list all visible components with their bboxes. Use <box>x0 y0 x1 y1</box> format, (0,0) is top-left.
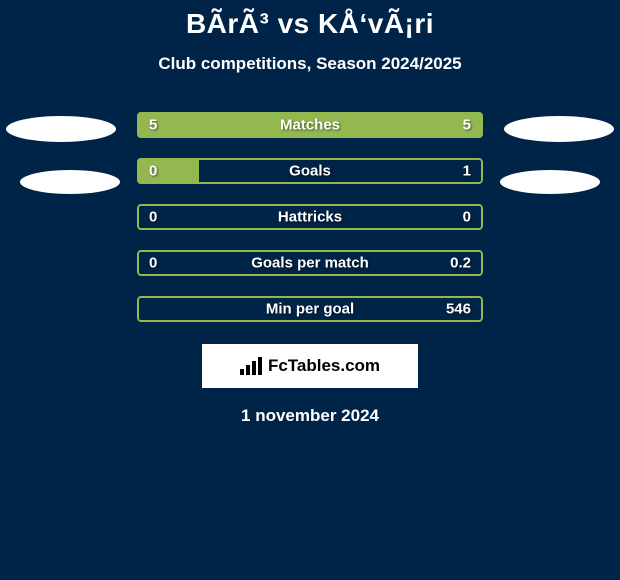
bar-value-left: 0 <box>149 209 157 226</box>
bar-label: Goals <box>289 163 331 180</box>
footer-date: 1 november 2024 <box>0 406 620 426</box>
bar-value-right: 0.2 <box>450 255 471 272</box>
brand-chart-icon <box>240 357 262 375</box>
bar-label: Min per goal <box>266 301 354 318</box>
bar-label: Goals per match <box>251 255 369 272</box>
bar-label: Hattricks <box>278 209 342 226</box>
bar-hattricks: 0 Hattricks 0 <box>137 204 483 230</box>
bar-value-left: 0 <box>149 163 157 180</box>
brand-text: FcTables.com <box>268 356 380 376</box>
bar-value-left: 5 <box>149 117 157 134</box>
player-a-shape-2 <box>20 170 120 194</box>
comparison-arena: 5 Matches 5 0 Goals 1 0 Hattricks 0 0 Go… <box>0 112 620 332</box>
bar-value-right: 546 <box>446 301 471 318</box>
bar-matches: 5 Matches 5 <box>137 112 483 138</box>
bar-value-right: 5 <box>463 117 471 134</box>
bar-label: Matches <box>280 117 340 134</box>
player-a-shape-1 <box>6 116 116 142</box>
bar-value-left: 0 <box>149 255 157 272</box>
bar-goals-per-match: 0 Goals per match 0.2 <box>137 250 483 276</box>
stat-bars: 5 Matches 5 0 Goals 1 0 Hattricks 0 0 Go… <box>137 112 483 342</box>
player-b-shape-1 <box>504 116 614 142</box>
bar-goals: 0 Goals 1 <box>137 158 483 184</box>
page-title: BÃ­rÃ³ vs KÅ‘vÃ¡ri <box>0 0 620 40</box>
brand-link[interactable]: FcTables.com <box>202 344 418 388</box>
bar-value-right: 1 <box>463 163 471 180</box>
bar-fill-left <box>137 158 199 184</box>
player-b-shape-2 <box>500 170 600 194</box>
subtitle: Club competitions, Season 2024/2025 <box>0 54 620 74</box>
bar-min-per-goal: Min per goal 546 <box>137 296 483 322</box>
bar-value-right: 0 <box>463 209 471 226</box>
